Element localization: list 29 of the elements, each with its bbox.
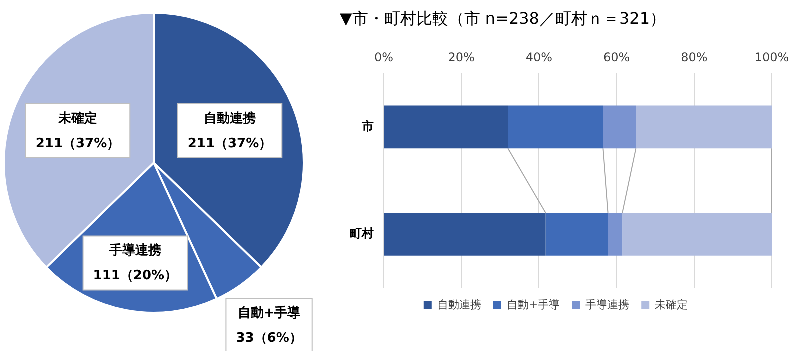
bar: [508, 106, 604, 149]
data-label: 211（37%）: [188, 136, 272, 152]
legend-label: 未確定: [655, 298, 688, 312]
bar: [384, 106, 508, 149]
legend-label: 自動+手導: [506, 298, 560, 312]
bar: [608, 212, 623, 256]
data-label: 111（20%）: [93, 268, 178, 284]
bar: [622, 212, 772, 256]
y-tick-label: 町村: [350, 226, 374, 241]
chart-title: ▼市・町村比較（市 n=238／町村ｎ＝321）: [340, 8, 666, 28]
y-tick-label: 市: [361, 119, 374, 134]
x-tick-label: 20%: [448, 50, 475, 65]
x-tick-label: 60%: [603, 50, 630, 65]
bar: [384, 212, 546, 256]
x-tick-label: 40%: [526, 50, 553, 65]
x-tick-label: 0%: [374, 50, 394, 65]
bar: [546, 212, 608, 256]
x-tick-label: 80%: [681, 50, 708, 65]
bar: [636, 106, 772, 149]
slice-label: 自動+手導: [238, 305, 302, 322]
x-tick-label: 100%: [754, 50, 790, 65]
slice-label: 手導連携: [108, 242, 162, 259]
legend-label: 自動連携: [437, 298, 482, 312]
slice-label: 未確定: [58, 110, 98, 126]
legend-label: 手導連携: [586, 298, 630, 312]
data-label: 211（37%）: [36, 136, 120, 152]
slice-label: 自動連携: [204, 110, 256, 126]
bar: [603, 106, 636, 149]
data-label: 33（6%）: [236, 331, 302, 346]
